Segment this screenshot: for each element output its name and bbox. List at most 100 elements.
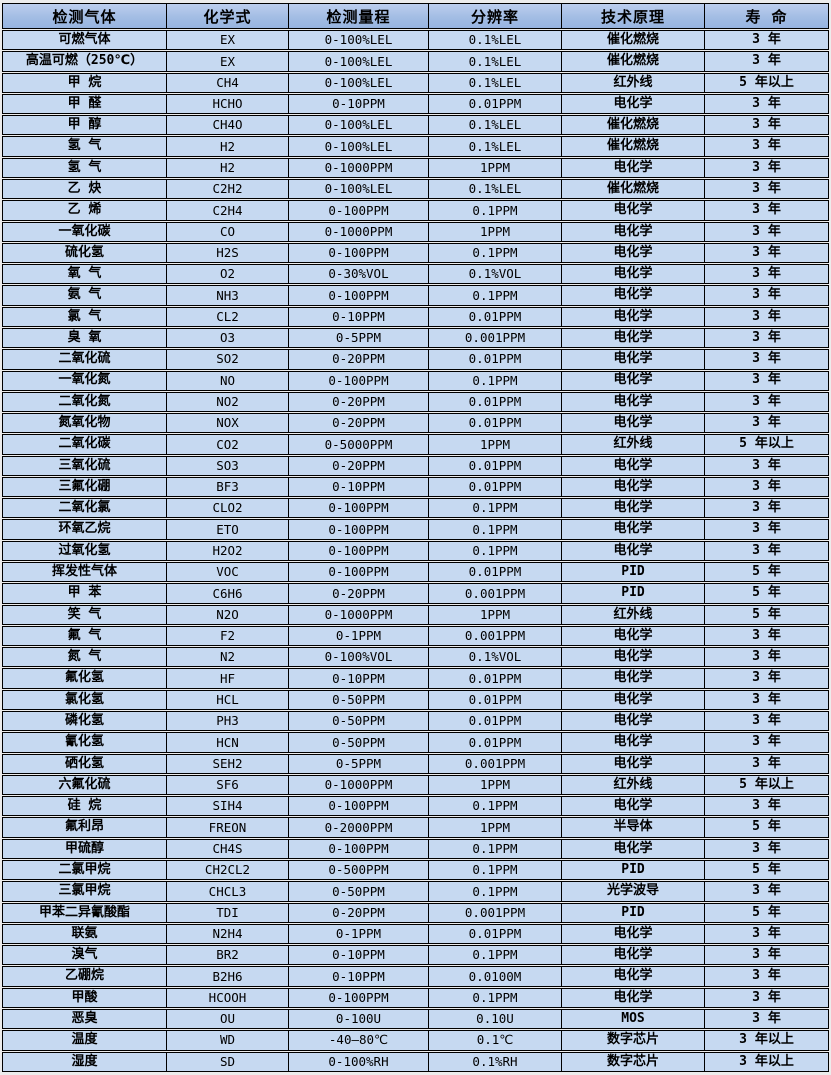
column-header-chemical-formula: 化学式 — [167, 3, 289, 29]
table-row: 三氟化硼 BF3 0-10PPM 0.01PPM 电化学 3 年 — [2, 476, 829, 498]
cell-chemical-formula: O2 — [167, 264, 289, 285]
cell-lifespan: 5 年 — [705, 859, 829, 881]
cell-lifespan: 3 年 — [705, 115, 829, 136]
cell-detection-range: 0-20PPM — [289, 455, 429, 476]
table-row: 笑 气 N2O 0-1000PPM 1PPM 红外线 5 年 — [2, 604, 829, 625]
cell-technology: 电化学 — [562, 391, 705, 413]
table-row: 臭 氧 O3 0-5PPM 0.001PPM 电化学 3 年 — [2, 327, 829, 349]
cell-gas-name: 挥发性气体 — [2, 562, 167, 583]
cell-chemical-formula: C6H6 — [167, 583, 289, 604]
cell-gas-name: 氰化氢 — [2, 732, 167, 753]
cell-resolution: 0.01PPM — [429, 562, 562, 583]
cell-gas-name: 可燃气体 — [2, 30, 167, 51]
cell-lifespan: 3 年 — [705, 93, 829, 115]
cell-detection-range: 0-100PPM — [289, 540, 429, 562]
cell-lifespan: 3 年 — [705, 327, 829, 349]
cell-technology: 电化学 — [562, 753, 705, 774]
cell-chemical-formula: PH3 — [167, 711, 289, 732]
cell-technology: 电化学 — [562, 689, 705, 710]
cell-lifespan: 5 年 — [705, 902, 829, 923]
cell-detection-range: 0-10PPM — [289, 476, 429, 498]
cell-chemical-formula: SO2 — [167, 349, 289, 370]
cell-gas-name: 氨 气 — [2, 285, 167, 306]
table-row: 硒化氢 SEH2 0-5PPM 0.001PPM 电化学 3 年 — [2, 753, 829, 774]
cell-gas-name: 联氨 — [2, 923, 167, 945]
cell-chemical-formula: H2S — [167, 242, 289, 264]
cell-lifespan: 3 年以上 — [705, 1051, 829, 1072]
cell-technology: 电化学 — [562, 668, 705, 689]
cell-resolution: 0.1%LEL — [429, 178, 562, 200]
table-row: 氯化氢 HCL 0-50PPM 0.01PPM 电化学 3 年 — [2, 689, 829, 710]
cell-chemical-formula: H2 — [167, 136, 289, 157]
cell-lifespan: 3 年 — [705, 796, 829, 817]
cell-technology: 催化燃烧 — [562, 178, 705, 200]
cell-gas-name: 氯 气 — [2, 306, 167, 327]
cell-gas-name: 甲酸 — [2, 987, 167, 1008]
cell-lifespan: 3 年 — [705, 945, 829, 966]
cell-gas-name: 氯化氢 — [2, 689, 167, 710]
cell-lifespan: 3 年 — [705, 732, 829, 753]
table-row: 二氯甲烷 CH2CL2 0-500PPM 0.1PPM PID 5 年 — [2, 859, 829, 881]
cell-gas-name: 三氯甲烷 — [2, 881, 167, 902]
cell-lifespan: 5 年 — [705, 604, 829, 625]
table-row: 氮氧化物 NOX 0-20PPM 0.01PPM 电化学 3 年 — [2, 413, 829, 434]
cell-technology: PID — [562, 562, 705, 583]
table-header-row: 检测气体 化学式 检测量程 分辨率 技术原理 寿 命 — [2, 3, 829, 29]
cell-detection-range: 0-100%LEL — [289, 115, 429, 136]
cell-resolution: 0.001PPM — [429, 902, 562, 923]
cell-chemical-formula: B2H6 — [167, 966, 289, 987]
cell-lifespan: 3 年 — [705, 349, 829, 370]
cell-resolution: 0.01PPM — [429, 413, 562, 434]
cell-gas-name: 六氟化硫 — [2, 774, 167, 796]
cell-chemical-formula: HCHO — [167, 93, 289, 115]
table-row: 六氟化硫 SF6 0-1000PPM 1PPM 红外线 5 年以上 — [2, 774, 829, 796]
cell-resolution: 0.01PPM — [429, 306, 562, 327]
cell-chemical-formula: EX — [167, 51, 289, 72]
cell-lifespan: 3 年 — [705, 285, 829, 306]
cell-detection-range: 0-30%VOL — [289, 264, 429, 285]
cell-detection-range: 0-100PPM — [289, 519, 429, 540]
cell-gas-name: 氟 气 — [2, 625, 167, 647]
cell-chemical-formula: NOX — [167, 413, 289, 434]
cell-lifespan: 3 年 — [705, 668, 829, 689]
cell-chemical-formula: HF — [167, 668, 289, 689]
cell-chemical-formula: WD — [167, 1030, 289, 1051]
table-row: 温度 WD -40—80℃ 0.1℃ 数字芯片 3 年以上 — [2, 1030, 829, 1051]
cell-chemical-formula: H2 — [167, 157, 289, 178]
cell-resolution: 1PPM — [429, 221, 562, 242]
cell-resolution: 0.001PPM — [429, 753, 562, 774]
cell-technology: 电化学 — [562, 157, 705, 178]
cell-chemical-formula: TDI — [167, 902, 289, 923]
cell-gas-name: 氢 气 — [2, 136, 167, 157]
table-row: 一氧化氮 NO 0-100PPM 0.1PPM 电化学 3 年 — [2, 370, 829, 391]
cell-chemical-formula: SO3 — [167, 455, 289, 476]
cell-technology: 电化学 — [562, 732, 705, 753]
table-row: 三氯甲烷 CHCL3 0-50PPM 0.1PPM 光学波导 3 年 — [2, 881, 829, 902]
cell-detection-range: 0-10PPM — [289, 966, 429, 987]
cell-detection-range: 0-1000PPM — [289, 774, 429, 796]
cell-resolution: 0.1PPM — [429, 881, 562, 902]
cell-detection-range: 0-100%LEL — [289, 51, 429, 72]
table-row: 甲 醛 HCHO 0-10PPM 0.01PPM 电化学 3 年 — [2, 93, 829, 115]
table-row: 氟利昂 FREON 0-2000PPM 1PPM 半导体 5 年 — [2, 817, 829, 838]
cell-technology: 催化燃烧 — [562, 136, 705, 157]
cell-technology: 电化学 — [562, 455, 705, 476]
cell-lifespan: 3 年 — [705, 200, 829, 221]
cell-chemical-formula: CL2 — [167, 306, 289, 327]
cell-detection-range: 0-100%RH — [289, 1051, 429, 1072]
cell-resolution: 0.1%VOL — [429, 264, 562, 285]
cell-resolution: 0.01PPM — [429, 476, 562, 498]
cell-detection-range: 0-1PPM — [289, 923, 429, 945]
cell-lifespan: 3 年 — [705, 711, 829, 732]
cell-technology: 电化学 — [562, 349, 705, 370]
cell-detection-range: 0-20PPM — [289, 583, 429, 604]
cell-lifespan: 3 年 — [705, 689, 829, 710]
cell-detection-range: 0-10PPM — [289, 945, 429, 966]
cell-technology: 电化学 — [562, 285, 705, 306]
cell-gas-name: 环氧乙烷 — [2, 519, 167, 540]
cell-technology: 催化燃烧 — [562, 30, 705, 51]
cell-chemical-formula: C2H4 — [167, 200, 289, 221]
cell-resolution: 0.10U — [429, 1008, 562, 1030]
cell-lifespan: 5 年以上 — [705, 774, 829, 796]
table-row: 甲硫醇 CH4S 0-100PPM 0.1PPM 电化学 3 年 — [2, 838, 829, 859]
